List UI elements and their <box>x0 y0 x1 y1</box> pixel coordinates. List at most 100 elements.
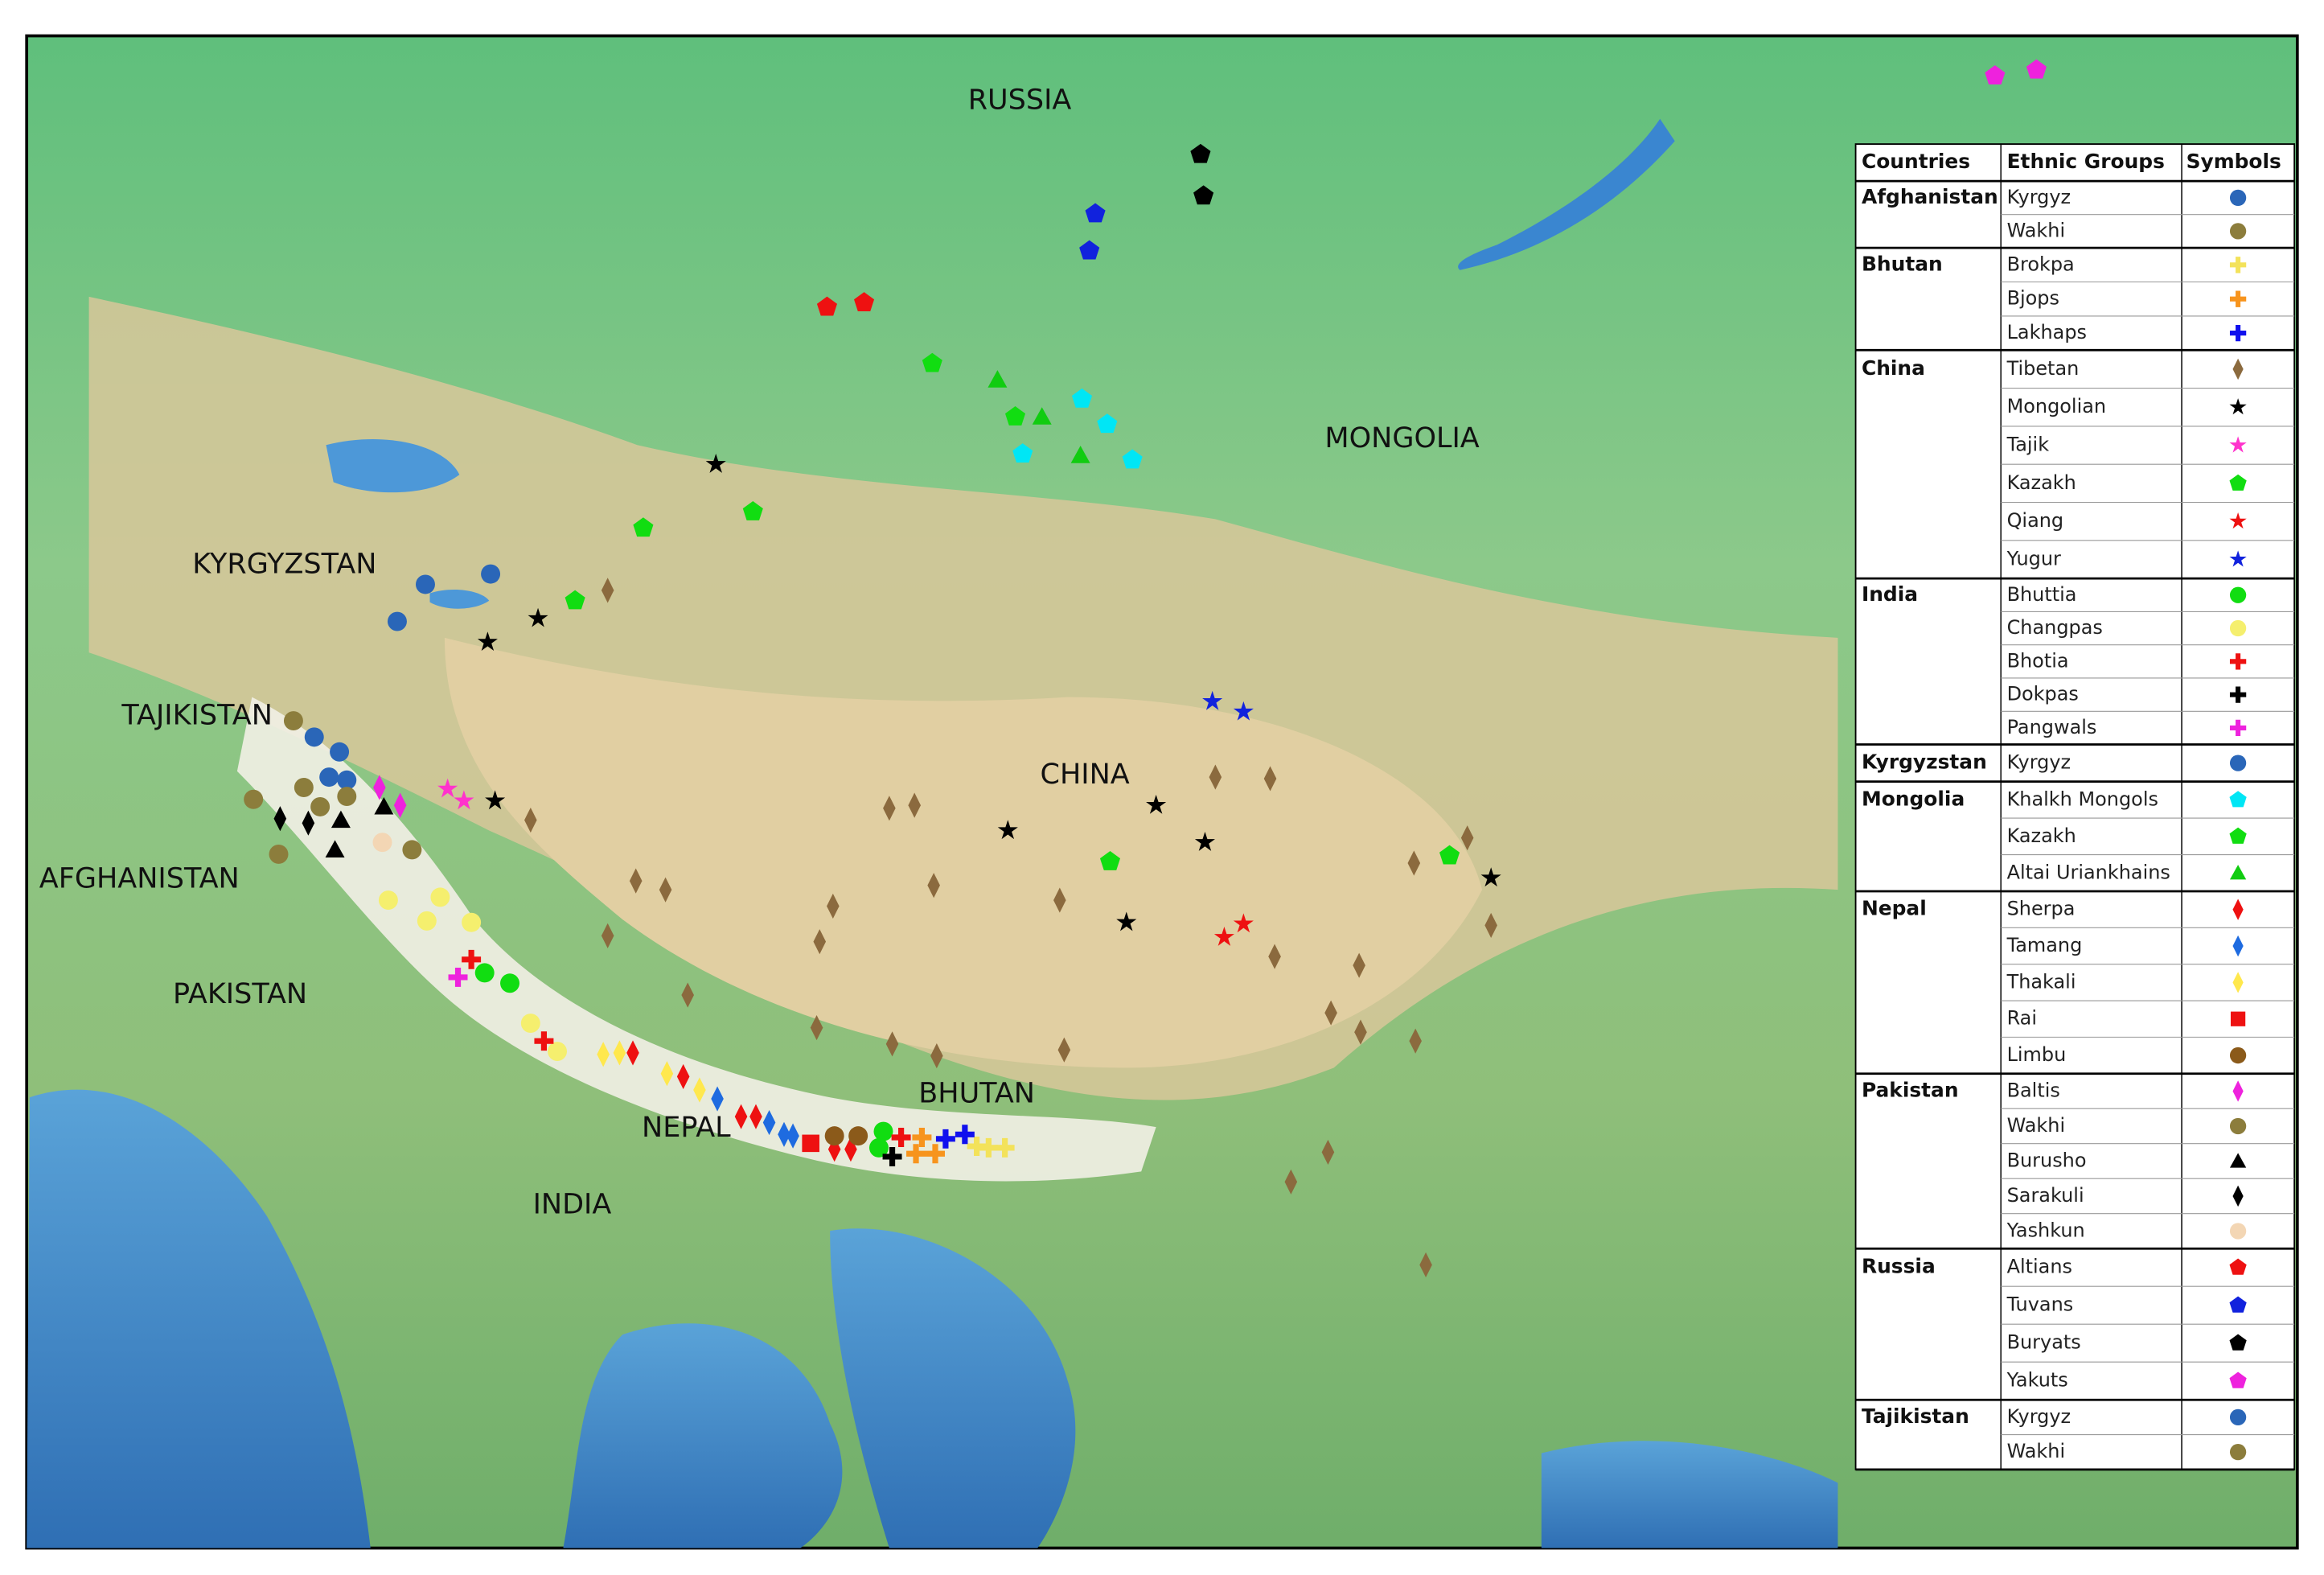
site-marker <box>854 292 875 311</box>
legend-group: Qiang <box>2007 509 2064 532</box>
legend-group: Tajik <box>2006 434 2050 456</box>
legend-group: Bhuttia <box>2007 583 2077 606</box>
site-marker <box>244 789 264 809</box>
site-marker <box>922 352 942 372</box>
site-marker <box>548 1042 567 1062</box>
country-label: PAKISTAN <box>173 978 307 1010</box>
legend-group: Sherpa <box>2007 898 2076 920</box>
country-label: BHUTAN <box>918 1078 1035 1110</box>
site-marker <box>337 770 357 790</box>
site-marker <box>749 1104 762 1129</box>
site-marker <box>891 1127 911 1147</box>
site-marker <box>1116 911 1137 931</box>
site-marker <box>372 833 392 853</box>
legend-group: Baltis <box>2007 1079 2060 1101</box>
legend-group: Wakhi <box>2007 219 2066 241</box>
site-marker <box>374 796 394 815</box>
site-marker <box>462 949 482 969</box>
site-marker <box>437 778 458 798</box>
site-marker <box>908 792 921 818</box>
site-marker <box>319 767 339 788</box>
site-marker <box>417 911 437 931</box>
site-marker <box>742 501 763 520</box>
site-marker <box>415 574 435 594</box>
site-marker <box>997 820 1018 840</box>
legend-symbol <box>2229 1408 2247 1425</box>
site-marker <box>1190 143 1211 163</box>
legend-group: Pangwals <box>2007 716 2097 738</box>
site-marker <box>462 912 482 932</box>
site-marker <box>500 973 520 993</box>
site-marker <box>373 775 386 800</box>
legend-symbol <box>2229 827 2247 844</box>
legend-group: Khalkh Mongols <box>2007 788 2158 810</box>
site-marker <box>693 1077 706 1103</box>
country-label: TAJIKISTAN <box>121 700 273 732</box>
site-marker <box>477 631 498 652</box>
legend-symbol <box>2232 358 2244 380</box>
site-marker <box>979 1137 999 1158</box>
legend-group: Yakuts <box>2006 1369 2068 1392</box>
site-marker <box>1233 913 1254 933</box>
legend-header: Ethnic Groups <box>2007 150 2165 173</box>
site-marker <box>626 1040 639 1066</box>
legend-group: Yashkun <box>2006 1219 2085 1241</box>
country-label: KYRGYZSTAN <box>192 549 376 581</box>
site-marker <box>337 787 357 807</box>
legend-symbol <box>2229 719 2247 737</box>
legend-group: Rai <box>2007 1007 2037 1030</box>
legend-group: Burusho <box>2007 1149 2087 1171</box>
site-marker <box>601 578 614 603</box>
legend-symbol <box>2229 550 2247 567</box>
site-marker <box>283 711 303 731</box>
legend-group: Changpas <box>2007 616 2103 639</box>
site-marker <box>1985 65 2006 84</box>
legend-group: Tamang <box>2006 934 2083 956</box>
legend-symbol <box>2229 223 2247 240</box>
site-marker <box>1353 952 1365 978</box>
site-marker <box>882 1146 902 1166</box>
site-marker <box>378 890 398 911</box>
site-marker <box>1354 1019 1367 1045</box>
legend-country: Pakistan <box>1862 1078 1959 1101</box>
legend-symbol <box>2229 398 2247 415</box>
site-marker <box>1284 1169 1298 1195</box>
legend-symbol <box>2230 1011 2246 1026</box>
site-marker <box>331 810 351 829</box>
country-label: INDIA <box>533 1189 612 1221</box>
legend-symbol <box>2229 436 2247 453</box>
legend-symbol <box>2229 512 2247 529</box>
site-marker <box>1233 701 1254 721</box>
country-label: MONGOLIA <box>1324 422 1479 454</box>
site-marker <box>967 1137 987 1157</box>
site-marker <box>534 1031 554 1051</box>
legend-symbol <box>2229 1334 2247 1351</box>
legend-country: Nepal <box>1862 897 1927 920</box>
site-marker <box>873 1121 893 1141</box>
legend-group: Lakhaps <box>2007 321 2087 343</box>
legend-header: Symbols <box>2186 150 2281 173</box>
site-marker <box>1079 240 1100 260</box>
legend-symbol <box>2229 324 2247 342</box>
legend-group: Limbu <box>2007 1043 2067 1066</box>
site-marker <box>1263 766 1277 792</box>
legend-symbol <box>2229 865 2247 880</box>
legend-symbol <box>2229 686 2247 703</box>
legend-symbol <box>2229 1371 2247 1388</box>
legend-symbol <box>2229 189 2247 207</box>
site-marker <box>633 517 654 537</box>
site-marker <box>430 887 450 907</box>
legend-symbol <box>2229 586 2247 603</box>
legend-group: Sarakuli <box>2007 1184 2084 1207</box>
legend-symbol <box>2229 791 2247 808</box>
site-marker <box>1071 388 1093 408</box>
site-marker <box>1099 850 1121 870</box>
legend-group: Bhotia <box>2007 649 2069 672</box>
country-label: CHINA <box>1041 759 1130 791</box>
site-marker <box>660 1061 674 1087</box>
site-marker <box>868 1137 889 1158</box>
country-label: AFGHANISTAN <box>39 862 240 894</box>
site-marker <box>402 840 422 860</box>
site-marker <box>520 1014 540 1034</box>
site-marker <box>1032 407 1052 425</box>
